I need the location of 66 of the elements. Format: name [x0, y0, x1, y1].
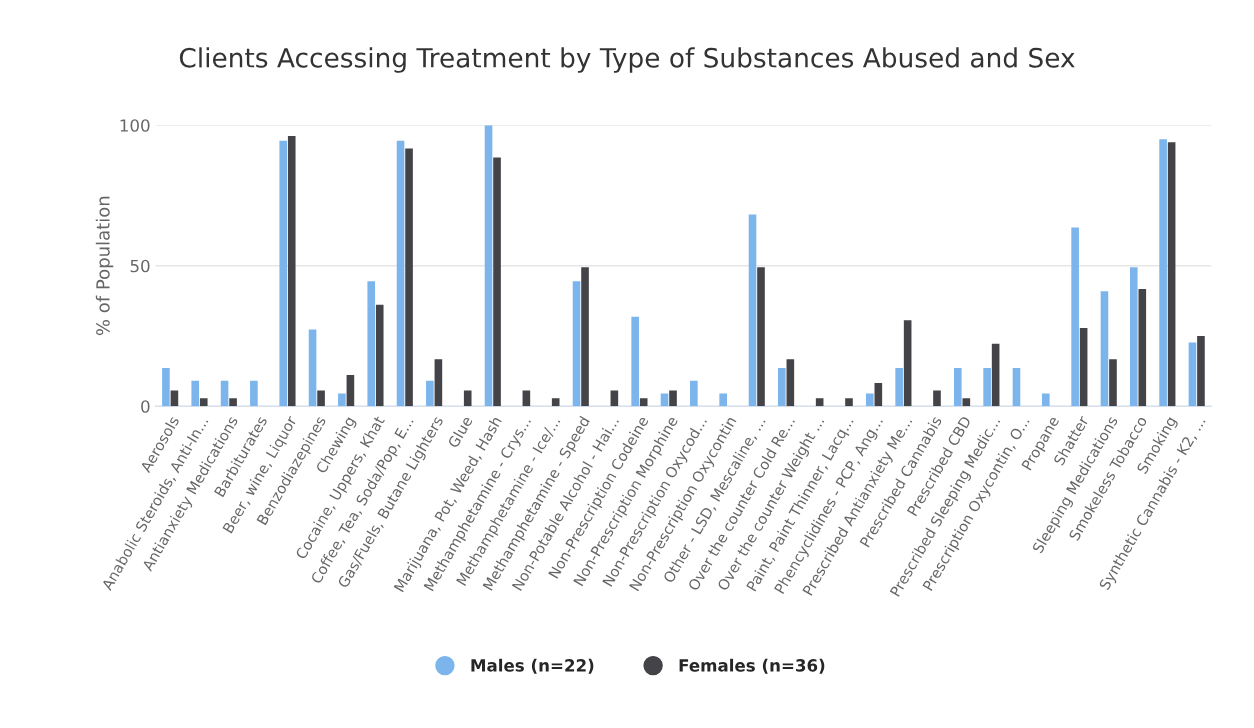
bar [1012, 368, 1021, 407]
bar [778, 368, 786, 407]
bar [1129, 267, 1138, 407]
bar [1079, 328, 1088, 407]
bar [229, 398, 237, 407]
bar [396, 140, 405, 407]
bar [954, 368, 962, 407]
bar [493, 157, 501, 407]
bar [220, 380, 229, 407]
bar [786, 359, 795, 407]
bar [874, 382, 883, 407]
legend-label: Males (n=22) [471, 658, 594, 674]
bar [484, 125, 493, 407]
bar [1197, 335, 1205, 407]
bar [1109, 359, 1117, 407]
bar [719, 393, 727, 407]
bar [426, 380, 434, 407]
y-tick-label: 50 [130, 259, 150, 273]
bar [1138, 289, 1147, 407]
bar [903, 320, 912, 407]
bar [631, 316, 639, 407]
bar [162, 368, 170, 407]
bar [1041, 393, 1050, 407]
bar [317, 390, 325, 407]
bar [287, 135, 296, 407]
bar [639, 398, 648, 407]
bar [338, 393, 346, 407]
bar [757, 267, 765, 407]
bar [250, 380, 258, 407]
bar [1188, 342, 1197, 407]
bar [199, 398, 208, 407]
bar [367, 281, 376, 407]
bar [991, 343, 1000, 407]
bar [1167, 142, 1176, 407]
bar [434, 359, 443, 407]
bar [933, 390, 941, 407]
bar [463, 390, 472, 407]
bar [962, 398, 971, 407]
bar [308, 329, 317, 407]
bar [669, 390, 677, 407]
bar [279, 140, 288, 407]
bar [610, 390, 619, 407]
bar [983, 368, 991, 407]
bar [170, 390, 179, 407]
y-tick-label: 100 [120, 119, 150, 132]
bar [346, 375, 355, 407]
bar [748, 214, 757, 407]
y-axis-title: % of Population [95, 196, 114, 336]
bar [895, 368, 903, 407]
bar [690, 380, 698, 407]
bar [866, 393, 874, 407]
bar [1159, 139, 1167, 407]
bar [522, 390, 531, 407]
bar [551, 398, 560, 407]
chart-title: Clients Accessing Treatment by Type of Substances Abused and Sex [179, 47, 1075, 73]
bar [375, 304, 384, 407]
bar [191, 380, 200, 407]
bar [572, 281, 581, 407]
bar [845, 398, 853, 407]
bar [815, 398, 824, 407]
legend-label: Females (n=36) [679, 658, 825, 674]
bar [1071, 227, 1079, 407]
y-tick-label: 0 [141, 400, 150, 413]
bar [581, 267, 589, 407]
bar [1100, 291, 1109, 407]
bar [405, 148, 413, 407]
